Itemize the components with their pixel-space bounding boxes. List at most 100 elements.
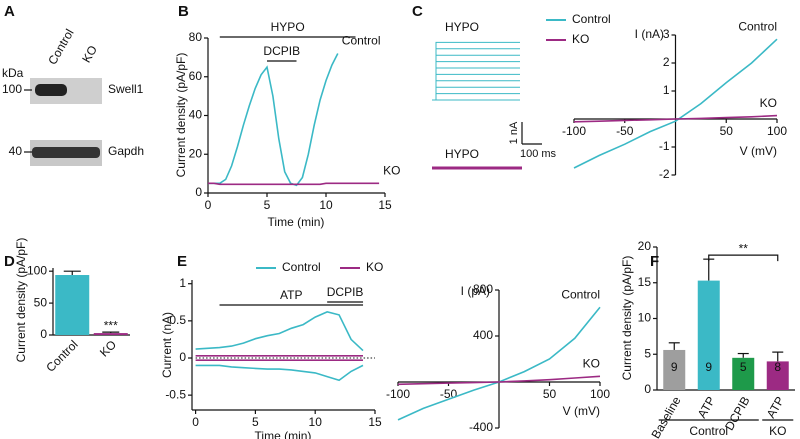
treatment-label: DCPIB	[327, 285, 364, 299]
series-line	[195, 311, 364, 352]
trace	[432, 80, 520, 101]
x-tick-label: ATP	[695, 394, 718, 420]
legend-label: Control	[282, 260, 321, 274]
x-tick-label: Control	[43, 337, 80, 374]
series-label: Control	[738, 19, 777, 33]
y-tick-label: -0.5	[165, 387, 186, 401]
lane-label: Control	[45, 27, 76, 68]
y-tick-label: 80	[189, 30, 203, 44]
y-tick-label: 10	[638, 311, 652, 325]
marker-label: 40	[9, 144, 23, 158]
y-tick-label: 50	[34, 295, 48, 309]
bar	[732, 357, 755, 390]
x-tick-label: 10	[319, 198, 333, 212]
y-tick-label: 400	[473, 328, 493, 342]
significance-bracket	[708, 254, 779, 262]
y-tick-label: 0	[179, 350, 186, 364]
x-tick-label: 100	[590, 387, 610, 401]
significance-label: ***	[104, 318, 118, 332]
y-tick-label: 20	[189, 146, 203, 160]
y-axis-title: Current density (pA/pF)	[14, 238, 28, 363]
panel-label: C	[412, 3, 423, 20]
series-line	[195, 364, 364, 382]
series-label: Control	[561, 287, 600, 301]
x-axis-title: V (mV)	[740, 144, 777, 158]
legend-label: KO	[366, 260, 383, 274]
group-label: Control	[689, 424, 728, 438]
x-tick-label: 100	[767, 124, 787, 138]
significance-label: **	[739, 241, 749, 255]
bar	[766, 361, 789, 390]
y-tick-label: 0	[40, 327, 47, 341]
blot-band	[35, 84, 67, 96]
y-tick-label: 3	[663, 27, 670, 41]
trace	[432, 93, 520, 101]
series-line	[573, 38, 778, 169]
y-tick-label: -2	[659, 167, 670, 181]
x-tick-label: 0	[192, 415, 199, 429]
x-tick-label: 15	[368, 415, 382, 429]
y-axis-title: I (nA)	[635, 27, 664, 41]
y-axis-title: I (pA)	[461, 284, 490, 298]
x-tick-label: 5	[252, 415, 259, 429]
y-tick-label: 100	[27, 263, 47, 277]
trace-label: HYPO	[445, 20, 479, 34]
current-traces	[432, 41, 520, 101]
panel-label: F	[650, 253, 659, 270]
series-label: KO	[383, 163, 400, 177]
x-tick-label: 0	[205, 198, 212, 212]
protein-label: Gapdh	[108, 144, 144, 158]
group-label: KO	[769, 424, 786, 438]
blot-band	[32, 147, 100, 158]
lane-label: KO	[79, 43, 100, 65]
n-label: 9	[705, 360, 712, 374]
y-tick-label: 0.5	[169, 313, 186, 327]
trace	[432, 67, 520, 101]
y-axis-title: Current density (pA/pF)	[620, 256, 634, 381]
y-tick-label: 0	[195, 185, 202, 199]
y-tick-label: 40	[189, 108, 203, 122]
treatment-label: DCPIB	[263, 44, 300, 58]
panel-label: A	[4, 3, 15, 20]
x-tick-label: ATP	[764, 394, 787, 420]
bar	[55, 275, 90, 335]
legend-label: Control	[572, 12, 611, 26]
y-tick-label: 1	[663, 83, 670, 97]
series-label: Control	[342, 34, 381, 48]
x-tick-label: -50	[616, 124, 634, 138]
x-tick-label: -100	[562, 124, 586, 138]
x-tick-label: Baseline	[648, 394, 683, 439]
y-tick-label: 1	[179, 276, 186, 290]
trace	[432, 41, 520, 101]
n-label: 5	[740, 360, 747, 374]
scale-label: 1 nA	[508, 121, 520, 144]
series-line	[208, 182, 380, 186]
x-tick-label: 15	[378, 198, 392, 212]
unit-label: kDa	[2, 66, 24, 80]
panel-label: E	[177, 253, 187, 270]
y-tick-label: 800	[473, 282, 493, 296]
bar	[93, 333, 128, 335]
y-axis-title: Current (nA)	[160, 312, 174, 378]
y-tick-label: 60	[189, 69, 203, 83]
legend-label: KO	[572, 32, 589, 46]
y-tick-label: -1	[659, 139, 670, 153]
x-tick-label: 10	[309, 415, 323, 429]
y-tick-label: 5	[644, 346, 651, 360]
series-label: KO	[760, 96, 777, 110]
bar	[697, 280, 720, 390]
series-line	[573, 114, 778, 123]
bar	[663, 349, 686, 390]
x-tick-label: 5	[264, 198, 271, 212]
trace-label: HYPO	[445, 147, 479, 161]
marker-label: 100	[2, 82, 22, 96]
n-label: 8	[774, 360, 781, 374]
y-axis-title: Current density (pA/pF)	[174, 53, 188, 178]
treatment-label: ATP	[280, 288, 302, 302]
x-tick-label: 50	[720, 124, 734, 138]
y-tick-label: 0	[644, 382, 651, 396]
x-axis-title: Time (min)	[255, 429, 312, 439]
y-tick-label: 20	[638, 239, 652, 253]
panel-label: D	[4, 253, 15, 270]
x-tick-label: KO	[97, 337, 119, 359]
